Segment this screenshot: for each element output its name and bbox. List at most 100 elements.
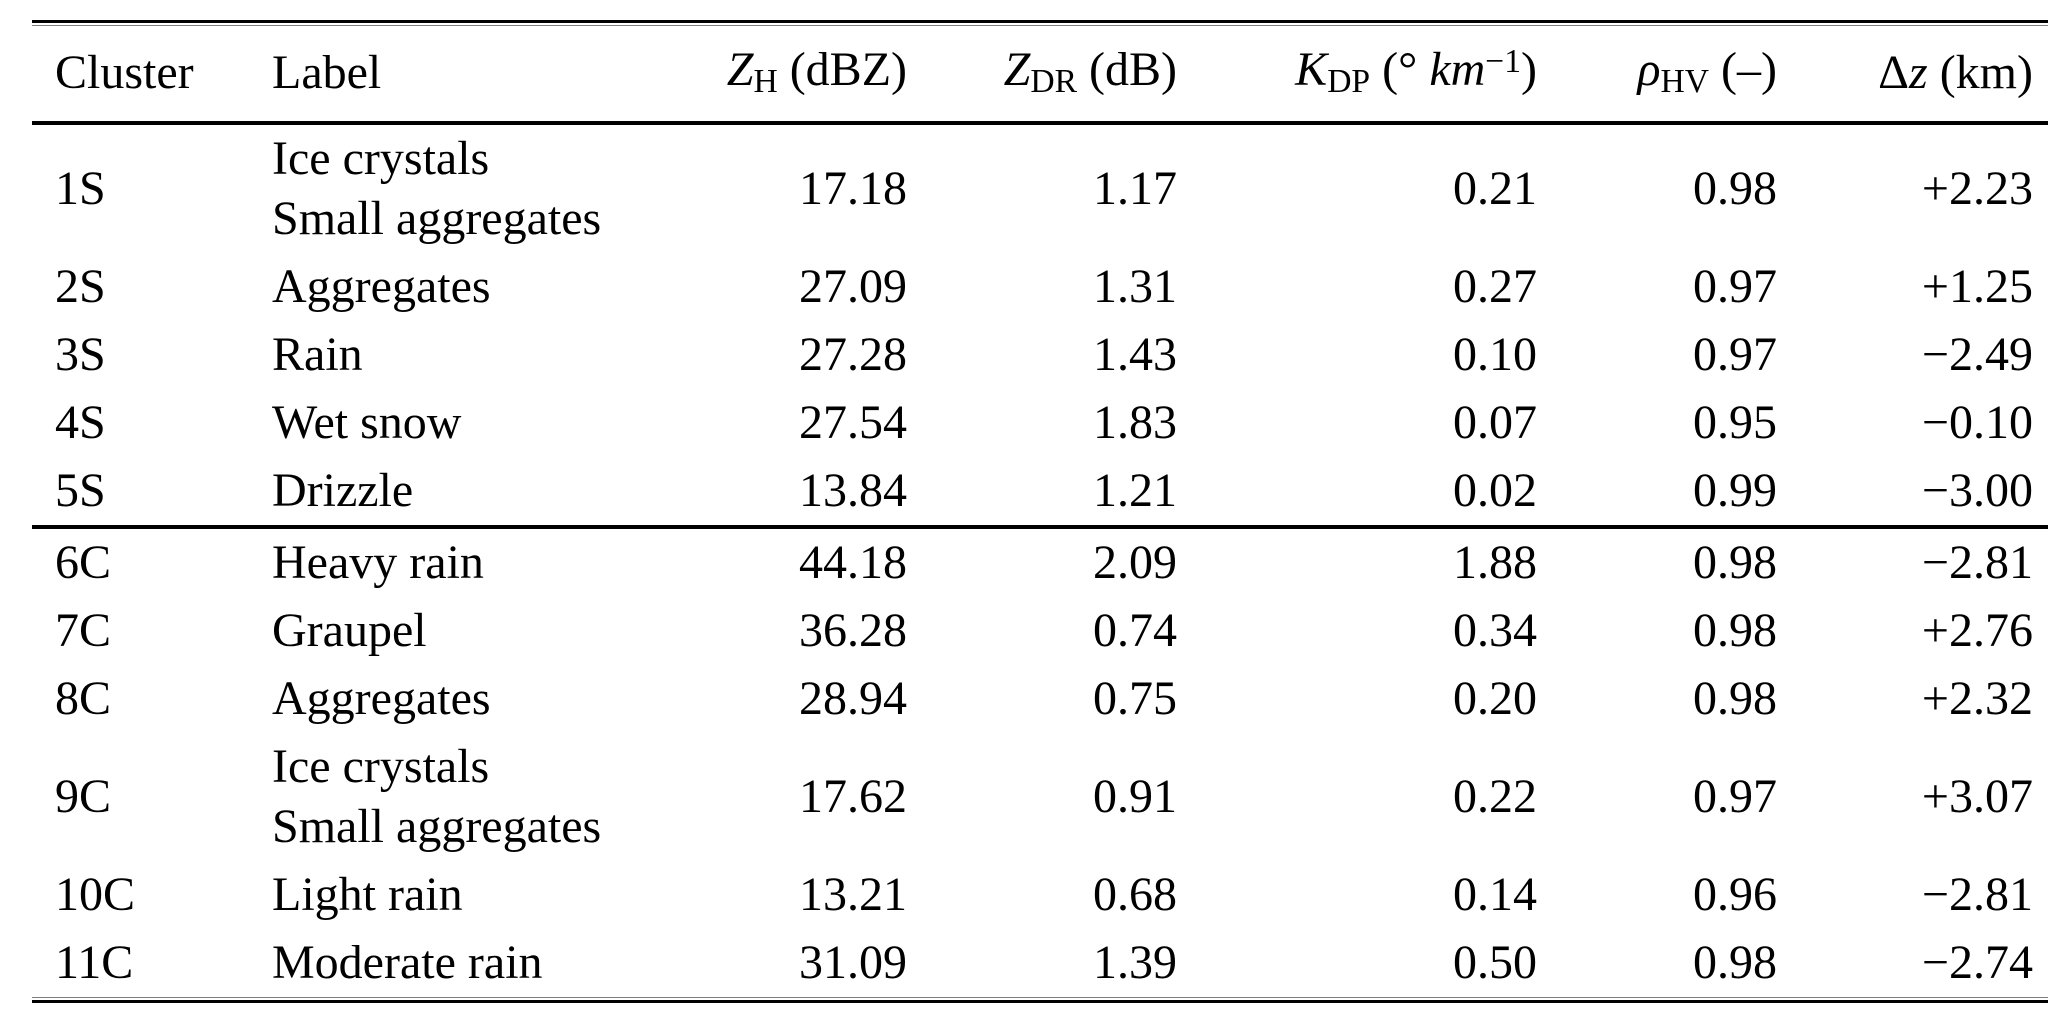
header-part-kdp-5: ) — [1521, 43, 1537, 96]
table-row-3s: 3S Rain 27.28 1.43 0.10 0.97 −2.49 — [32, 321, 2048, 389]
label-line: Heavy rain — [272, 536, 484, 589]
label-line: Ice crystals — [272, 132, 490, 185]
header-part-rhohv-2: (–) — [1709, 43, 1777, 96]
zh-value-cell: 17.18 — [799, 162, 907, 215]
label-line: Small aggregates — [272, 192, 602, 245]
zdr-value-cell: 1.31 — [1093, 260, 1177, 313]
zdr-value-cell: 0.75 — [1093, 672, 1177, 725]
column-header-dz: Δz (km) — [1792, 26, 2048, 123]
table-row-10c: 10C Light rain 13.21 0.68 0.14 0.96 −2.81 — [32, 861, 2048, 929]
header-part-rhohv-0: ρ — [1637, 43, 1661, 96]
dz-value-cell: +3.07 — [1921, 770, 2033, 823]
kdp-value-cell: 0.02 — [1453, 464, 1537, 517]
label-cell: Graupel — [272, 597, 702, 665]
label-line: Rain — [272, 328, 363, 381]
dz-value-cell: +2.76 — [1921, 604, 2033, 657]
table-section-s: 1S Ice crystals Small aggregates 17.18 1.17 0… — [32, 123, 2048, 527]
zh-value-cell: 44.18 — [799, 536, 907, 589]
label-cell: Aggregates — [272, 665, 702, 733]
dz-value-cell: −2.81 — [1921, 868, 2033, 921]
rhohv-value-cell: 0.98 — [1693, 936, 1777, 989]
zdr-value-cell: 1.39 — [1093, 936, 1177, 989]
cluster-id-cell: 8C — [55, 672, 112, 725]
kdp-value-cell: 0.34 — [1453, 604, 1537, 657]
table-row-7c: 7C Graupel 36.28 0.74 0.34 0.98 +2.76 — [32, 597, 2048, 665]
rhohv-value-cell: 0.95 — [1693, 396, 1777, 449]
kdp-value-cell: 0.22 — [1453, 770, 1537, 823]
table-row-1s: 1S Ice crystals Small aggregates 17.18 1.17 0… — [32, 123, 2048, 253]
zdr-value-cell: 1.17 — [1093, 162, 1177, 215]
label-line: Graupel — [272, 604, 427, 657]
rhohv-value-cell: 0.97 — [1693, 260, 1777, 313]
cluster-id-cell: 1S — [55, 162, 106, 215]
label-cell: Rain — [272, 321, 702, 389]
header-row: Cluster Label ZH (dBZ) ZDR (dB) KDP (° km−1)… — [32, 26, 2048, 123]
column-header-label: Label — [272, 26, 702, 123]
header-part-kdp-0: K — [1295, 43, 1328, 96]
cluster-id-cell: 2S — [55, 260, 106, 313]
label-line: Ice crystals — [272, 740, 490, 793]
header-part-kdp-1: DP — [1327, 63, 1371, 101]
cluster-id-cell: 6C — [55, 536, 112, 589]
table-header: Cluster Label ZH (dBZ) ZDR (dB) KDP (° km−1)… — [32, 26, 2048, 123]
label-line: Light rain — [272, 868, 463, 921]
table-row-9c: 9C Ice crystals Small aggregates 17.62 0.91 0… — [32, 733, 2048, 861]
rhohv-value-cell: 0.98 — [1693, 672, 1777, 725]
column-header-kdp: KDP (° km−1) — [1192, 26, 1552, 123]
zdr-value-cell: 0.74 — [1093, 604, 1177, 657]
kdp-value-cell: 0.21 — [1453, 162, 1537, 215]
zh-value-cell: 13.21 — [799, 868, 907, 921]
header-part-label-0: Label — [272, 45, 382, 99]
label-cell: Wet snow — [272, 389, 702, 457]
header-part-kdp-3: km — [1429, 43, 1486, 96]
cluster-id-cell: 3S — [55, 328, 106, 381]
kdp-value-cell: 0.27 — [1453, 260, 1537, 313]
table-top-double-rule — [32, 20, 2048, 26]
zdr-value-cell: 0.68 — [1093, 868, 1177, 921]
header-part-dz-1: z — [1909, 45, 1928, 99]
header-part-cluster-0: Cluster — [55, 45, 194, 99]
cluster-id-cell: 10C — [55, 868, 136, 921]
cluster-id-cell: 4S — [55, 396, 106, 449]
rhohv-value-cell: 0.96 — [1693, 868, 1777, 921]
kdp-value-cell: 0.20 — [1453, 672, 1537, 725]
label-line: Moderate rain — [272, 936, 543, 989]
dz-value-cell: +2.32 — [1921, 672, 2033, 725]
header-part-dz-0: Δ — [1878, 45, 1909, 99]
rhohv-value-cell: 0.98 — [1693, 604, 1777, 657]
rhohv-value-cell: 0.97 — [1693, 770, 1777, 823]
cluster-id-cell: 11C — [55, 936, 134, 989]
dz-value-cell: +2.23 — [1921, 162, 2033, 215]
header-part-zdr-0: Z — [1003, 43, 1031, 96]
column-header-zdr: ZDR (dB) — [922, 26, 1192, 123]
zh-value-cell: 27.09 — [799, 260, 907, 313]
dz-value-cell: −0.10 — [1921, 396, 2033, 449]
zh-value-cell: 13.84 — [799, 464, 907, 517]
cluster-id-cell: 7C — [55, 604, 112, 657]
zh-value-cell: 31.09 — [799, 936, 907, 989]
zh-value-cell: 36.28 — [799, 604, 907, 657]
cluster-characteristics-figure: Cluster Label ZH (dBZ) ZDR (dB) KDP (° km−1)… — [32, 20, 2048, 1003]
zh-value-cell: 27.54 — [799, 396, 907, 449]
rhohv-value-cell: 0.99 — [1693, 464, 1777, 517]
table-row-11c: 11C Moderate rain 31.09 1.39 0.50 0.98 −2.74 — [32, 929, 2048, 997]
table-row-2s: 2S Aggregates 27.09 1.31 0.27 0.97 +1.25 — [32, 253, 2048, 321]
label-line: Wet snow — [272, 396, 462, 449]
header-part-kdp-2: (° — [1370, 43, 1430, 96]
table-row-6c: 6C Heavy rain 44.18 2.09 1.88 0.98 −2.81 — [32, 527, 2048, 597]
label-line: Aggregates — [272, 672, 491, 725]
table-row-5s: 5S Drizzle 13.84 1.21 0.02 0.99 −3.00 — [32, 457, 2048, 527]
table-row-4s: 4S Wet snow 27.54 1.83 0.07 0.95 −0.10 — [32, 389, 2048, 457]
zdr-value-cell: 0.91 — [1093, 770, 1177, 823]
kdp-value-cell: 0.07 — [1453, 396, 1537, 449]
header-part-rhohv-1: HV — [1660, 63, 1710, 101]
kdp-value-cell: 0.14 — [1453, 868, 1537, 921]
header-part-zdr-1: DR — [1030, 63, 1078, 101]
label-cell: Light rain — [272, 861, 702, 929]
column-header-zh: ZH (dBZ) — [702, 26, 922, 123]
label-line: Small aggregates — [272, 800, 602, 853]
cluster-id-cell: 9C — [55, 770, 112, 823]
header-part-zh-2: (dBZ) — [777, 43, 907, 96]
rhohv-value-cell: 0.97 — [1693, 328, 1777, 381]
rhohv-value-cell: 0.98 — [1693, 536, 1777, 589]
